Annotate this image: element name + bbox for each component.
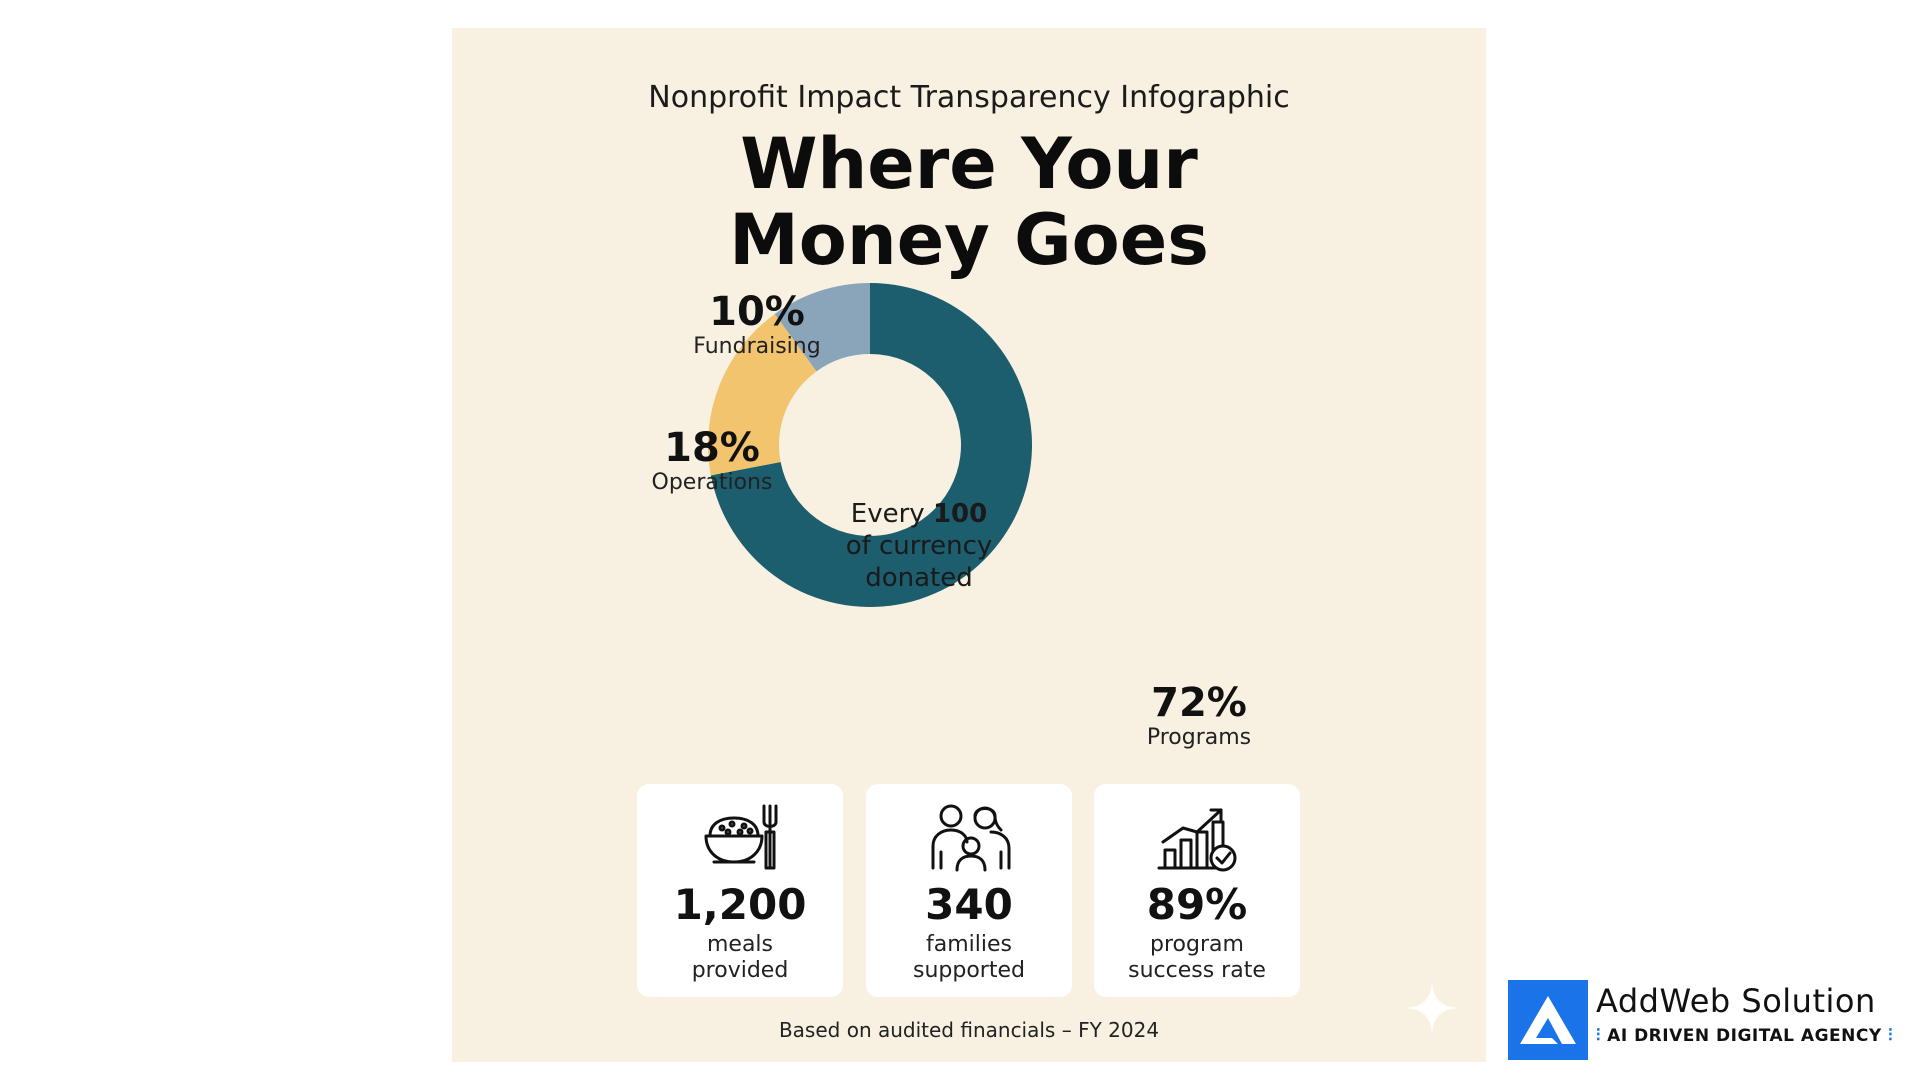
infographic-subtitle: Nonprofit Impact Transparency Infographi… — [648, 80, 1290, 115]
stat-card-meals: 1,200 meals provided — [637, 784, 843, 997]
slice-label-programs: 72% Programs — [1124, 681, 1274, 751]
stat-card-families: 340 families supported — [866, 784, 1072, 997]
center-line-3: donated — [865, 563, 973, 593]
growth-chart-check-icon — [1157, 808, 1237, 872]
slice-category-label: Programs — [1146, 725, 1252, 750]
slice-value-label: 72% — [1151, 680, 1247, 726]
tagline-decoration-icon: ⫶ — [1881, 1026, 1893, 1046]
stat-label-line-2: success rate — [1128, 958, 1266, 983]
center-prefix: Every — [850, 499, 933, 529]
footnote: Based on audited financials – FY 2024 — [778, 1018, 1160, 1042]
slice-value-label: 10% — [709, 289, 805, 335]
tagline-decoration-icon: ⫶ — [1596, 1026, 1608, 1046]
center-line-1: Every 100 — [799, 498, 1039, 530]
donut-center-text: Every 100 of currency donated — [799, 498, 1039, 594]
brand-tagline: ⫶ AI DRIVEN DIGITAL AGENCY ⫶ — [1596, 1026, 1893, 1046]
stat-label-line-1: meals — [706, 932, 774, 957]
stat-card-success-rate: 89% program success rate — [1094, 784, 1300, 997]
stat-label-line-1: program — [1150, 932, 1244, 957]
stat-label: meals provided — [637, 932, 843, 984]
center-amount: 100 — [932, 499, 988, 529]
brand-logo-icon — [1508, 980, 1588, 1060]
slice-label-operations: 18% Operations — [632, 426, 792, 496]
family-icon — [931, 804, 1011, 872]
brand-name: AddWeb Solution — [1596, 982, 1876, 1020]
stat-label-line-1: families — [926, 932, 1012, 957]
title-line-2: Money Goes — [729, 199, 1209, 281]
stat-label: families supported — [866, 932, 1072, 984]
slice-label-fundraising: 10% Fundraising — [677, 290, 837, 360]
donut-slice-fundraising — [774, 283, 870, 372]
donut-slice-operations — [708, 313, 817, 476]
donut-slice-programs — [710, 283, 1032, 607]
slice-category-label: Operations — [651, 470, 773, 495]
slice-category-label: Fundraising — [693, 334, 821, 359]
stat-label: program success rate — [1094, 932, 1300, 984]
center-line-2: of currency — [845, 531, 993, 561]
stat-value: 340 — [925, 880, 1013, 929]
meal-bowl-fork-icon — [704, 804, 778, 870]
brand-watermark: AddWeb Solution ⫶ AI DRIVEN DIGITAL AGEN… — [1508, 980, 1920, 1062]
brand-tagline-text: AI DRIVEN DIGITAL AGENCY — [1607, 1026, 1882, 1046]
stat-value: 89% — [1146, 880, 1248, 929]
stat-value: 1,200 — [673, 880, 807, 929]
infographic-title: Where Your Money Goes — [452, 126, 1486, 278]
slice-value-label: 18% — [664, 425, 760, 471]
stat-label-line-2: supported — [913, 958, 1025, 983]
infographic-card: Nonprofit Impact Transparency Infographi… — [452, 28, 1486, 1062]
title-line-1: Where Your — [740, 123, 1198, 205]
sparkle-icon — [1406, 982, 1458, 1034]
stat-label-line-2: provided — [691, 958, 789, 983]
donut-chart — [708, 283, 1032, 607]
